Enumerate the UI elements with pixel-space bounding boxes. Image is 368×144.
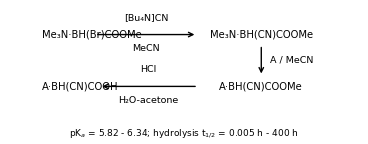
- Text: A·BH(CN)COOH: A·BH(CN)COOH: [42, 81, 119, 91]
- Text: H₂O-acetone: H₂O-acetone: [118, 96, 179, 105]
- Text: A·BH(CN)COOMe: A·BH(CN)COOMe: [219, 81, 303, 91]
- Text: [Bu₄N]CN: [Bu₄N]CN: [124, 13, 168, 22]
- Text: pK$_a$ = 5.82 - 6.34; hydrolysis t$_{1/2}$ = 0.005 h - 400 h: pK$_a$ = 5.82 - 6.34; hydrolysis t$_{1/2…: [69, 127, 299, 140]
- Text: A / MeCN: A / MeCN: [270, 56, 314, 65]
- Text: Me₃N·BH(CN)COOMe: Me₃N·BH(CN)COOMe: [210, 30, 313, 40]
- Text: Me₃N·BH(Br)COOMe: Me₃N·BH(Br)COOMe: [42, 30, 142, 40]
- Text: HCl: HCl: [141, 65, 157, 74]
- Text: MeCN: MeCN: [132, 44, 160, 53]
